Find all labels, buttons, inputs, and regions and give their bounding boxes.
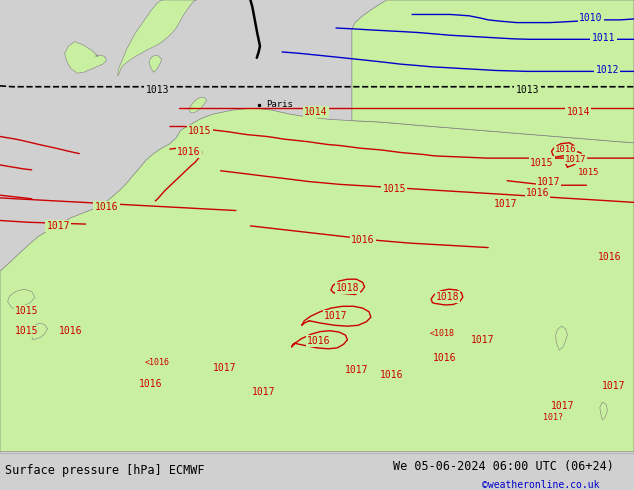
Text: 1016: 1016 (380, 370, 404, 380)
Polygon shape (0, 108, 634, 452)
Text: 1016: 1016 (555, 146, 576, 154)
Polygon shape (352, 0, 634, 143)
Text: ©weatheronline.co.uk: ©weatheronline.co.uk (482, 480, 599, 490)
Text: 1014: 1014 (566, 107, 590, 117)
Text: 1015: 1015 (188, 126, 212, 136)
Text: 1016: 1016 (59, 326, 83, 336)
Text: 1017: 1017 (471, 335, 495, 345)
Text: 1017: 1017 (602, 381, 626, 392)
Polygon shape (65, 42, 107, 73)
Text: 1017: 1017 (551, 401, 575, 411)
Text: 1018: 1018 (335, 283, 359, 293)
Text: 1015: 1015 (382, 184, 406, 194)
Text: 1016: 1016 (139, 379, 163, 389)
Text: 1017: 1017 (213, 363, 237, 373)
Text: 1016: 1016 (526, 188, 550, 198)
Text: 1017: 1017 (494, 199, 518, 209)
Text: 1016: 1016 (177, 147, 201, 157)
Text: 1018: 1018 (436, 292, 460, 302)
Polygon shape (30, 323, 48, 340)
Text: 1013: 1013 (145, 85, 169, 96)
Text: We 05-06-2024 06:00 UTC (06+24): We 05-06-2024 06:00 UTC (06+24) (393, 460, 614, 473)
Text: 1017: 1017 (565, 154, 586, 164)
Text: 1016: 1016 (598, 251, 622, 262)
Polygon shape (555, 326, 567, 350)
Text: 1010: 1010 (579, 13, 603, 23)
Text: 1016: 1016 (433, 353, 457, 363)
Text: 1013: 1013 (515, 85, 540, 96)
Text: Surface pressure [hPa] ECMWF: Surface pressure [hPa] ECMWF (5, 464, 205, 477)
Text: 1017: 1017 (344, 365, 368, 374)
Text: 1016: 1016 (351, 235, 375, 245)
Polygon shape (189, 98, 207, 113)
Text: 101?: 101? (543, 414, 563, 422)
Text: 1017: 1017 (46, 221, 70, 231)
Polygon shape (8, 289, 35, 308)
Text: 1016: 1016 (307, 336, 331, 345)
Text: Paris: Paris (266, 100, 293, 109)
Text: 1017: 1017 (324, 311, 348, 321)
Text: 1015: 1015 (15, 306, 39, 316)
Polygon shape (149, 55, 162, 73)
Text: 1017: 1017 (251, 387, 275, 397)
Text: 1011: 1011 (592, 33, 616, 43)
Text: 1016: 1016 (94, 202, 119, 212)
Polygon shape (118, 0, 197, 76)
Text: <1018: <1018 (430, 329, 455, 338)
Text: 1015: 1015 (15, 326, 39, 336)
Text: <1016: <1016 (145, 358, 170, 367)
Text: 1015: 1015 (530, 158, 554, 168)
Polygon shape (600, 402, 607, 420)
Text: 1014: 1014 (304, 107, 328, 117)
Text: 1015: 1015 (578, 168, 599, 177)
Text: 1012: 1012 (595, 65, 619, 75)
Text: 1017: 1017 (536, 176, 560, 187)
